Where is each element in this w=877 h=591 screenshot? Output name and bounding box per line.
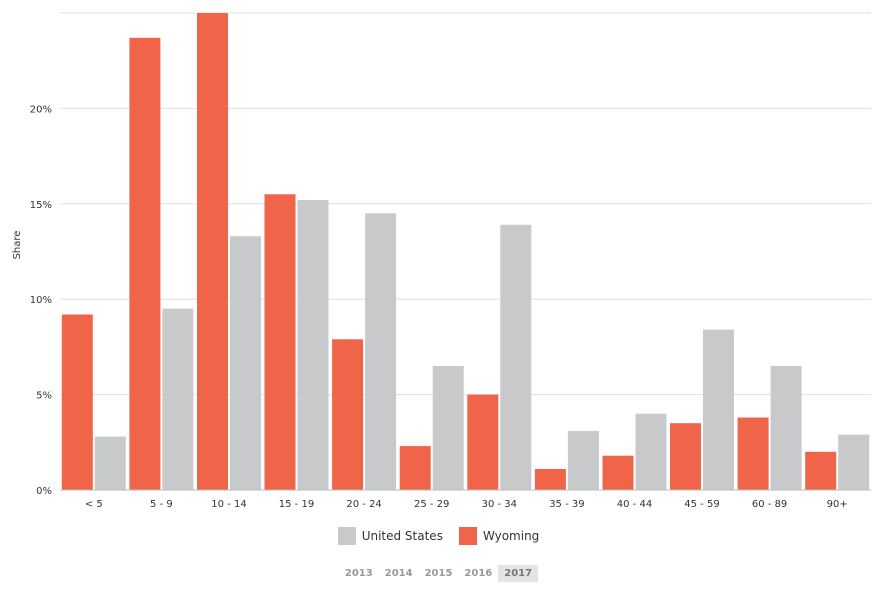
y-axis-label: Share xyxy=(12,231,23,260)
bar-wyoming[interactable] xyxy=(805,451,837,490)
x-tick-label: 25 - 29 xyxy=(414,499,449,510)
bar-united-states[interactable] xyxy=(432,366,464,490)
bar-wyoming[interactable] xyxy=(467,394,499,490)
bar-united-states[interactable] xyxy=(838,434,870,490)
bar-united-states[interactable] xyxy=(365,213,397,491)
x-tick-label: 45 - 59 xyxy=(684,499,719,510)
bar-wyoming[interactable] xyxy=(602,455,634,490)
legend-label-united-states: United States xyxy=(361,529,443,543)
bar-wyoming[interactable] xyxy=(670,423,701,490)
bar-united-states[interactable] xyxy=(297,200,329,490)
x-axis-ticks: < 5 5 - 9 10 - 14 15 - 19 20 - 24 25 - 29 30 -… xyxy=(85,499,848,510)
bar-united-states[interactable] xyxy=(567,430,599,490)
year-button-2015[interactable]: 2015 xyxy=(424,567,453,579)
bar-chart: 0% 5% 10% 15% 20% Share < 5 5 - 9 10 - 14 15 - … xyxy=(12,12,871,510)
year-button-2014[interactable]: 2014 xyxy=(384,567,413,579)
y-tick-label: 0% xyxy=(36,486,52,497)
y-tick-label: 15% xyxy=(30,200,52,211)
bars xyxy=(61,13,870,491)
y-tick-label: 20% xyxy=(30,104,52,115)
x-tick-label: 15 - 19 xyxy=(279,499,314,510)
x-tick-label: < 5 xyxy=(85,499,103,510)
bar-wyoming[interactable] xyxy=(332,339,364,490)
x-tick-label: 10 - 14 xyxy=(211,499,246,510)
legend-swatch-wyoming xyxy=(458,527,477,545)
bar-wyoming[interactable] xyxy=(737,417,769,491)
bar-united-states[interactable] xyxy=(94,436,126,490)
bar-united-states[interactable] xyxy=(635,413,667,490)
bar-wyoming[interactable] xyxy=(197,13,228,490)
x-tick-label: 20 - 24 xyxy=(346,499,381,510)
x-tick-label: 40 - 44 xyxy=(617,499,652,510)
x-tick-label: 5 - 9 xyxy=(150,499,173,510)
year-button-2016[interactable]: 2016 xyxy=(464,567,493,579)
bar-united-states[interactable] xyxy=(230,236,261,490)
bar-united-states[interactable] xyxy=(703,329,734,490)
x-tick-label: 30 - 34 xyxy=(482,499,517,510)
x-tick-label: 35 - 39 xyxy=(549,499,584,510)
bar-wyoming[interactable] xyxy=(534,469,566,490)
bar-wyoming[interactable] xyxy=(61,314,93,491)
bar-wyoming[interactable] xyxy=(264,194,296,491)
y-tick-label: 10% xyxy=(30,295,52,306)
x-tick-label: 60 - 89 xyxy=(752,499,787,510)
bar-united-states[interactable] xyxy=(770,366,802,490)
x-tick-label: 90+ xyxy=(827,499,848,510)
legend: United States Wyoming xyxy=(0,524,877,548)
y-axis-ticks: 0% 5% 10% 15% 20% xyxy=(30,104,52,497)
bar-wyoming[interactable] xyxy=(399,446,431,490)
year-button-2013[interactable]: 2013 xyxy=(344,567,373,579)
year-button-2017[interactable]: 2017 xyxy=(498,564,539,582)
y-tick-label: 5% xyxy=(36,391,52,402)
bar-wyoming[interactable] xyxy=(129,37,161,491)
year-selector: 2013 2014 2015 2016 2017 xyxy=(0,563,877,583)
legend-label-wyoming: Wyoming xyxy=(482,529,540,543)
bar-united-states[interactable] xyxy=(162,308,194,490)
legend-item-united-states[interactable]: United States xyxy=(337,527,443,545)
bar-united-states[interactable] xyxy=(500,224,532,491)
legend-item-wyoming[interactable]: Wyoming xyxy=(458,527,540,545)
legend-swatch-united-states xyxy=(337,527,356,545)
grid-lines xyxy=(60,12,871,396)
